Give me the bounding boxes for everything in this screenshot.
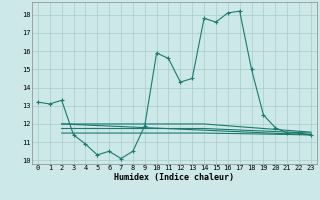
- X-axis label: Humidex (Indice chaleur): Humidex (Indice chaleur): [115, 173, 234, 182]
